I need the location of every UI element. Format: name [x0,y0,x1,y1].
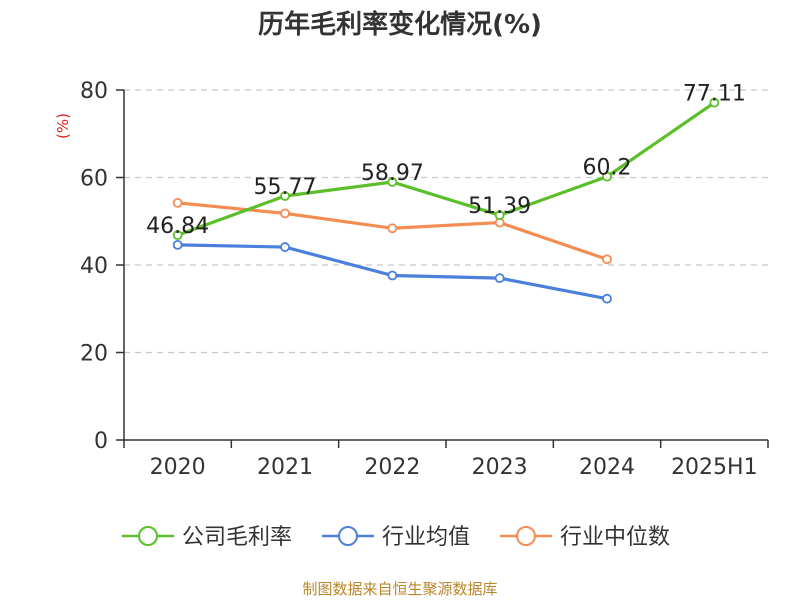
legend-label: 行业中位数 [560,525,670,550]
data-point [172,197,183,208]
x-tick-label: 2025H1 [671,455,758,480]
data-point [602,293,612,304]
data-point [387,270,398,281]
data-label: 46.84 [146,214,209,239]
legend-marker-icon [138,526,158,546]
y-axis-unit-label: (%) [54,113,72,139]
axes: 0 20 40 60 80 2020 2021 2022 2023 2024 2025H1 [80,79,769,480]
legend[interactable]: 公司毛利率 行业均值 行业中位数 [122,525,670,550]
legend-marker-icon [516,526,536,546]
data-label: 51.39 [468,194,531,219]
legend-label: 公司毛利率 [182,525,292,550]
grid-lines [124,89,768,354]
data-point [709,97,720,108]
data-label: 55.77 [254,175,317,200]
legend-item[interactable]: 公司毛利率 [122,525,292,550]
y-tick-label: 60 [80,167,108,192]
x-tick-label: 2024 [579,455,635,480]
x-tick-label: 2021 [257,455,313,480]
data-label: 77.11 [683,82,746,107]
data-point [494,273,505,284]
x-tick-label: 2022 [364,455,420,480]
x-tick-label: 2020 [150,455,206,480]
data-point [494,210,505,221]
data-label: 58.97 [361,161,424,186]
series-lines [172,97,720,304]
legend-marker-icon [338,526,358,546]
data-point [172,239,183,250]
legend-label: 行业均值 [382,525,470,550]
source-note: 制图数据来自恒生聚源数据库 [302,580,498,598]
y-tick-label: 80 [80,79,108,104]
chart-title: 历年毛利率变化情况(%) [258,10,542,40]
y-tick-label: 20 [80,342,108,367]
data-point [602,171,612,182]
x-tick-label: 2023 [472,455,528,480]
legend-item[interactable]: 行业中位数 [500,525,670,550]
data-label: 60.2 [583,156,632,181]
y-tick-label: 40 [80,254,108,279]
data-point [172,230,183,240]
data-point [387,223,398,234]
legend-item[interactable]: 行业均值 [322,525,470,550]
y-tick-label: 0 [94,429,108,454]
data-point [280,242,290,252]
data-point [602,254,612,265]
data-point [387,177,398,187]
series-line [177,101,716,237]
data-labels: 46.84 55.77 58.97 51.39 60.2 77.11 [146,82,746,239]
data-point [280,191,290,201]
data-point [280,208,290,219]
